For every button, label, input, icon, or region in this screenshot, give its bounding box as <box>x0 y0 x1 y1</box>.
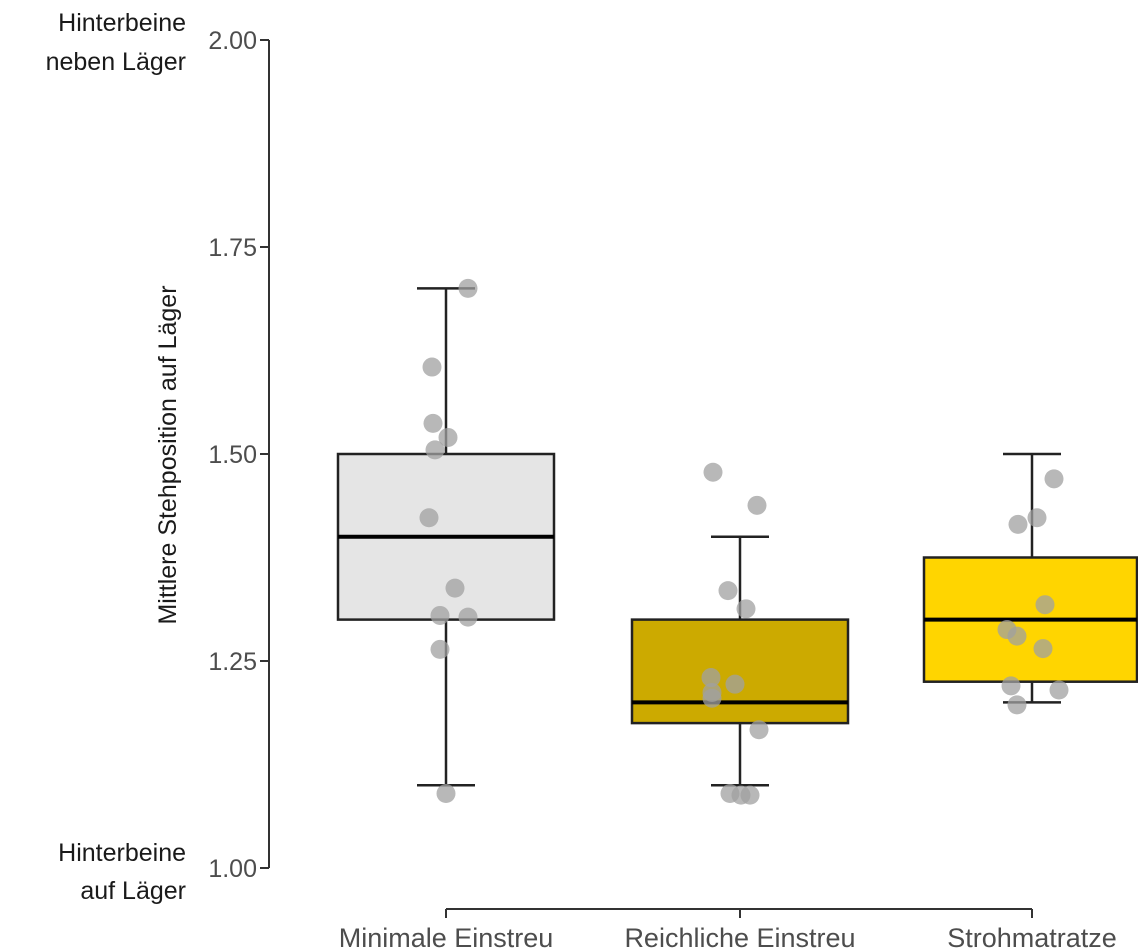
data-point <box>458 607 478 627</box>
data-point <box>1027 508 1047 528</box>
data-point <box>718 581 738 601</box>
box-3 <box>922 452 1138 704</box>
data-point <box>422 357 442 377</box>
y-axis-title: Mittlere Stehposition auf Läger <box>154 285 182 624</box>
y-tick-label: 1.75 <box>208 234 257 262</box>
y-tick-label: 1.50 <box>208 441 257 469</box>
y-bottom-label-line1: Hinterbeine <box>58 839 186 867</box>
data-point <box>436 783 456 803</box>
y-ticks: 1.00 1.25 1.50 1.75 2.00 <box>208 27 269 883</box>
data-point <box>740 785 760 805</box>
data-point <box>1008 514 1028 534</box>
box-iqr <box>630 618 850 725</box>
data-point <box>1001 676 1021 696</box>
data-point <box>747 495 767 515</box>
data-point <box>702 688 722 708</box>
y-tick-label: 1.25 <box>208 648 257 676</box>
data-point <box>1007 695 1027 715</box>
data-point <box>1033 639 1053 659</box>
box-2 <box>630 535 850 787</box>
data-point <box>445 578 465 598</box>
data-point <box>419 508 439 528</box>
data-point <box>438 427 458 447</box>
data-point <box>725 674 745 694</box>
y-bottom-label-line2: auf Läger <box>80 877 186 905</box>
x-category-label: Minimale Einstreu <box>339 923 554 952</box>
data-point <box>736 599 756 619</box>
data-point <box>430 639 450 659</box>
x-category-label: Strohmatratze <box>947 923 1117 952</box>
y-tick-label: 1.00 <box>208 855 257 883</box>
y-top-label-line1: Hinterbeine <box>58 9 186 37</box>
x-axis: Minimale Einstreu Reichliche Einstreu Stro… <box>339 908 1117 952</box>
data-point <box>423 413 443 433</box>
data-point <box>1044 469 1064 489</box>
data-point <box>749 720 769 740</box>
x-category-label: Reichliche Einstreu <box>624 923 855 952</box>
data-point <box>425 440 445 460</box>
jitter-points <box>419 278 1069 805</box>
data-point <box>430 605 450 625</box>
data-point <box>703 462 723 482</box>
data-point <box>1035 595 1055 615</box>
box-1 <box>336 287 556 787</box>
data-point <box>701 668 721 688</box>
y-top-label-line2: neben Läger <box>46 48 186 76</box>
data-point <box>1007 626 1027 646</box>
y-tick-label: 2.00 <box>208 27 257 55</box>
y-axis: 1.00 1.25 1.50 1.75 2.00 <box>208 27 270 883</box>
data-point <box>1049 680 1069 700</box>
data-point <box>458 278 478 298</box>
x-ticks: Minimale Einstreu Reichliche Einstreu Stro… <box>339 909 1117 952</box>
